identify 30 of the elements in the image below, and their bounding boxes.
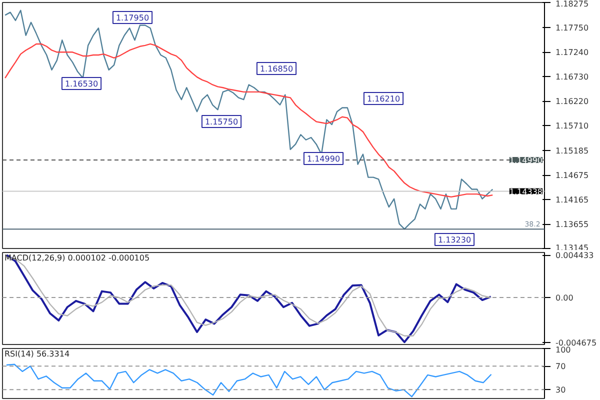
chart-title: RSI(14) 56.3314: [4, 350, 70, 358]
line-series: [6, 364, 492, 398]
y-tick-label: 1.13655: [556, 220, 589, 230]
y-tick-label: 1.15710: [556, 122, 589, 130]
y-tick-label: 1.15185: [556, 146, 589, 156]
y-tick-label: 1.17750: [556, 24, 589, 33]
ref-line-label: 1.14338: [509, 187, 543, 196]
y-tick-label: 100: [556, 346, 571, 354]
line-series: [4, 10, 494, 230]
y-tick-label: 1.16730: [556, 72, 589, 82]
annotation: 1.16530: [64, 80, 98, 88]
y-tick-label: 30: [556, 386, 566, 395]
y-tick-label: -0.004675: [556, 338, 597, 348]
chart-title: MACD(12,26,9) 0.000102 -0.000105: [4, 254, 150, 262]
annotation: 1.17950: [116, 14, 150, 22]
y-tick-label: 1.14675: [556, 171, 589, 180]
y-tick-label: 70: [556, 362, 566, 372]
annotation: 1.13230: [438, 236, 472, 244]
line-series: [4, 43, 494, 198]
ref-line-label: 1.14990: [509, 156, 543, 166]
y-tick-label: 1.17240: [556, 48, 589, 58]
annotation: 1.16850: [260, 64, 294, 74]
annotation: 1.14990: [306, 154, 340, 164]
y-tick-label: 1.18275: [556, 0, 589, 8]
annotation: 1.15750: [204, 118, 238, 126]
y-tick-label: 1.14165: [556, 196, 589, 205]
y-tick-label: 1.16220: [556, 97, 589, 106]
y-tick-label: 0.004433: [556, 251, 594, 260]
annotation: 1.16210: [366, 94, 400, 104]
y-tick-label: 0.00: [556, 294, 574, 303]
